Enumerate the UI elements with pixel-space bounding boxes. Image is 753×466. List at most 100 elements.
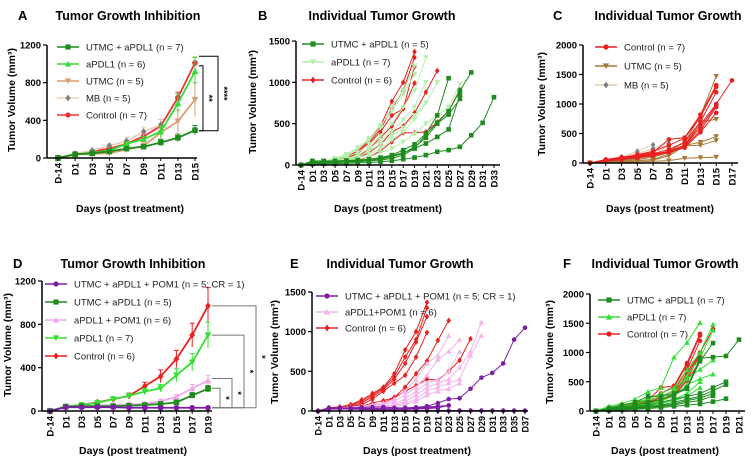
- down-triangle-marker: [377, 133, 384, 139]
- down-triangle-marker: [188, 359, 196, 366]
- x-tick-label: D-14: [46, 415, 57, 436]
- x-axis-label: Days (post treatment): [79, 445, 187, 457]
- diamond-marker: [435, 337, 441, 344]
- down-triangle-marker: [174, 118, 182, 125]
- x-tick-label: D1: [601, 167, 612, 180]
- panel-c: C Individual Tumor Growth Days (post treat…: [536, 8, 742, 215]
- y-axis-label: Tumor Volume (mm³): [544, 300, 556, 404]
- diamond-marker: [603, 81, 609, 89]
- triangle-marker: [445, 368, 452, 374]
- diamond-marker: [412, 48, 417, 55]
- square-marker: [697, 395, 703, 401]
- down-triangle-marker: [713, 117, 719, 123]
- circle-marker: [650, 152, 656, 158]
- triangle-marker: [140, 135, 147, 142]
- diamond-marker: [413, 370, 419, 377]
- x-axis-label: Days (post treatment): [363, 445, 471, 457]
- diamond-marker: [370, 396, 375, 403]
- panel-f: F Individual Tumor Growth Days (post treat…: [544, 256, 746, 457]
- down-triangle-marker: [697, 155, 704, 161]
- triangle-marker: [435, 352, 441, 358]
- x-tick-label: D29: [477, 416, 487, 433]
- x-axis-label: Days (post treatment): [606, 203, 714, 215]
- square-marker: [378, 159, 383, 164]
- legend-label: MB (n = 5): [86, 94, 131, 105]
- legend-label: Control (n = 7): [627, 330, 688, 341]
- legend-label: MB (n = 5): [624, 81, 669, 92]
- down-triangle-marker: [400, 129, 406, 135]
- square-marker: [645, 399, 651, 405]
- square-marker: [645, 406, 651, 411]
- square-marker: [423, 132, 429, 137]
- legend-label: Control (n = 6): [331, 76, 392, 87]
- significance-bracket: *: [212, 334, 255, 409]
- square-marker: [697, 356, 703, 361]
- y-tick-label: 1500: [563, 319, 584, 330]
- circle-marker: [698, 122, 703, 127]
- y-tick-label: 1000: [269, 78, 290, 89]
- legend-item: aPDL1 + POM1 (n = 6): [45, 316, 171, 327]
- triangle-marker: [684, 376, 690, 382]
- square-marker: [446, 75, 451, 81]
- circle-marker: [435, 405, 441, 411]
- x-tick-label: D15: [387, 169, 398, 187]
- square-marker: [106, 148, 113, 155]
- diamond-marker: [402, 346, 408, 353]
- x-axis-label: Days (post treatment): [334, 203, 442, 215]
- triangle-marker: [204, 377, 212, 384]
- circle-marker: [173, 404, 180, 411]
- circle-marker: [94, 404, 101, 411]
- panel-letter: B: [258, 8, 267, 23]
- down-triangle-marker: [400, 139, 406, 145]
- diamond-marker: [140, 127, 147, 136]
- circle-marker: [65, 112, 71, 118]
- square-marker: [457, 96, 463, 102]
- circle-marker: [619, 156, 624, 162]
- square-marker: [321, 161, 327, 167]
- diamond-marker: [400, 79, 406, 86]
- down-triangle-marker: [634, 159, 641, 165]
- legend-item: UTMC + aPDL1 (n = 5): [45, 298, 172, 309]
- x-tick-label: D5: [633, 167, 644, 180]
- down-triangle-marker: [366, 136, 372, 142]
- chart-title: Individual Tumor Growth: [309, 9, 456, 23]
- x-tick-label: D29: [467, 170, 478, 187]
- square-marker: [423, 141, 429, 146]
- down-triangle-marker: [713, 154, 719, 160]
- y-axis-label: Tumor Volume (mm³): [269, 300, 281, 404]
- triangle-marker: [445, 348, 452, 354]
- triangle-marker: [697, 384, 703, 390]
- legend-item: MB (n = 5): [57, 94, 131, 105]
- x-tick-label: D3: [335, 416, 345, 428]
- square-marker: [710, 399, 716, 404]
- y-tick-label: 1500: [285, 288, 306, 299]
- square-marker: [710, 354, 716, 360]
- square-marker: [658, 394, 664, 399]
- bracket-line: [199, 65, 204, 132]
- series-0: [47, 404, 211, 414]
- triangle-marker: [64, 60, 72, 67]
- circle-marker: [666, 137, 672, 142]
- triangle-marker: [658, 384, 664, 390]
- square-marker: [175, 134, 181, 141]
- y-tick-label: 500: [568, 377, 584, 388]
- down-triangle-marker: [125, 393, 133, 400]
- y-tick-label: 1200: [20, 41, 41, 52]
- diamond-marker: [446, 317, 452, 324]
- legend-label: UTMC + aPDL1 (n = 7): [86, 43, 184, 54]
- circle-marker: [511, 337, 517, 342]
- down-triangle-marker: [423, 55, 429, 61]
- square-marker: [423, 135, 429, 141]
- x-tick-label: D1: [61, 415, 72, 428]
- y-tick-label: 500: [290, 367, 306, 378]
- x-tick-label: D3: [319, 170, 330, 182]
- diamond-marker: [423, 89, 429, 96]
- legend-item: aPDL1 (n = 7): [598, 313, 686, 324]
- bracket-line: [199, 55, 219, 132]
- series-0: [298, 70, 497, 168]
- diamond-marker: [106, 142, 113, 150]
- diamond-marker: [424, 376, 430, 383]
- chart-title: Individual Tumor Growth: [595, 9, 742, 23]
- diamond-marker: [424, 304, 430, 311]
- down-triangle-marker: [411, 104, 418, 110]
